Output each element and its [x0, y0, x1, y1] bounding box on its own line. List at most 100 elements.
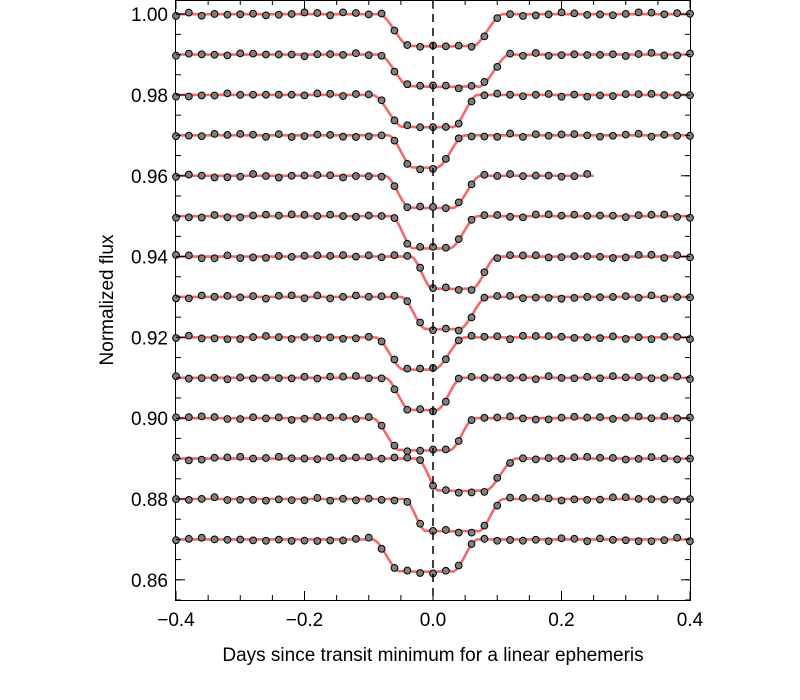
data-point — [236, 415, 245, 423]
data-point — [621, 253, 630, 262]
data-point — [441, 123, 450, 131]
data-point — [416, 81, 425, 90]
data-point — [313, 537, 322, 545]
data-point — [197, 254, 206, 263]
data-point — [673, 372, 682, 381]
data-point — [519, 213, 527, 222]
data-point — [352, 212, 360, 221]
data-point — [300, 454, 309, 463]
data-point — [184, 495, 193, 504]
data-point — [596, 211, 604, 220]
data-point — [364, 90, 373, 99]
data-point — [287, 291, 296, 300]
data-point — [352, 49, 360, 58]
data-point — [300, 251, 309, 260]
data-point — [262, 90, 270, 99]
data-point — [416, 202, 425, 211]
data-point — [441, 204, 450, 212]
data-point — [326, 496, 335, 505]
data-point — [236, 535, 245, 544]
data-point — [274, 90, 283, 99]
data-point — [313, 291, 322, 300]
data-point — [210, 129, 219, 138]
data-point — [441, 566, 450, 575]
data-point — [262, 294, 270, 303]
data-point — [236, 10, 245, 19]
data-point — [339, 292, 347, 301]
data-point — [184, 294, 193, 303]
data-point — [557, 496, 566, 505]
data-point — [236, 373, 245, 382]
data-point — [441, 355, 450, 364]
data-point — [634, 129, 643, 138]
y-tick-label: 0.94 — [131, 248, 168, 269]
data-point — [480, 211, 489, 220]
data-point — [544, 454, 553, 462]
x-tick-label: 0.2 — [548, 610, 574, 631]
data-point — [493, 373, 502, 382]
data-point — [531, 455, 540, 464]
data-point — [441, 526, 450, 534]
data-point — [583, 252, 592, 261]
data-point — [352, 9, 360, 17]
data-point — [583, 211, 592, 220]
data-point — [210, 50, 219, 59]
data-point — [236, 129, 245, 138]
data-point — [262, 536, 270, 545]
data-point — [236, 90, 245, 99]
data-point — [313, 374, 322, 383]
data-point — [673, 9, 682, 18]
data-point — [583, 496, 592, 504]
data-point — [531, 415, 540, 424]
data-point — [403, 297, 412, 306]
data-point — [287, 133, 296, 141]
data-point — [300, 171, 309, 180]
data-point — [609, 50, 617, 59]
data-point — [262, 373, 270, 382]
data-point — [377, 212, 386, 220]
data-point — [557, 211, 566, 220]
data-point — [506, 170, 515, 178]
data-point — [197, 50, 206, 59]
data-point — [184, 251, 193, 260]
data-point — [480, 373, 489, 382]
data-point — [441, 154, 450, 163]
data-point — [621, 292, 630, 301]
data-point — [184, 534, 193, 543]
data-point — [339, 372, 347, 381]
data-point — [197, 334, 206, 343]
data-point — [686, 213, 694, 222]
data-point — [454, 326, 463, 335]
data-point — [390, 453, 399, 462]
data-point — [223, 292, 232, 300]
data-point — [441, 486, 450, 495]
data-point — [364, 453, 373, 462]
data-point — [262, 50, 270, 59]
data-point — [634, 454, 643, 463]
data-point — [686, 413, 694, 422]
data-point — [544, 253, 553, 262]
data-point — [583, 537, 592, 546]
data-point — [467, 373, 476, 381]
data-point — [390, 441, 399, 450]
data-point — [621, 90, 630, 99]
data-point — [596, 50, 604, 59]
data-point — [416, 318, 425, 327]
data-point — [609, 332, 617, 341]
data-point — [544, 293, 553, 302]
data-point — [403, 159, 412, 168]
data-point — [377, 421, 386, 430]
data-point — [570, 210, 579, 219]
data-point — [210, 453, 219, 462]
data-point — [339, 92, 347, 100]
data-point — [364, 413, 373, 421]
data-point — [634, 50, 643, 58]
data-point — [197, 11, 206, 20]
data-point — [596, 10, 604, 19]
data-point — [634, 412, 643, 421]
data-point — [223, 89, 232, 98]
data-point — [660, 332, 669, 341]
data-point — [197, 455, 206, 464]
data-point — [493, 292, 502, 300]
data-point — [583, 11, 592, 19]
